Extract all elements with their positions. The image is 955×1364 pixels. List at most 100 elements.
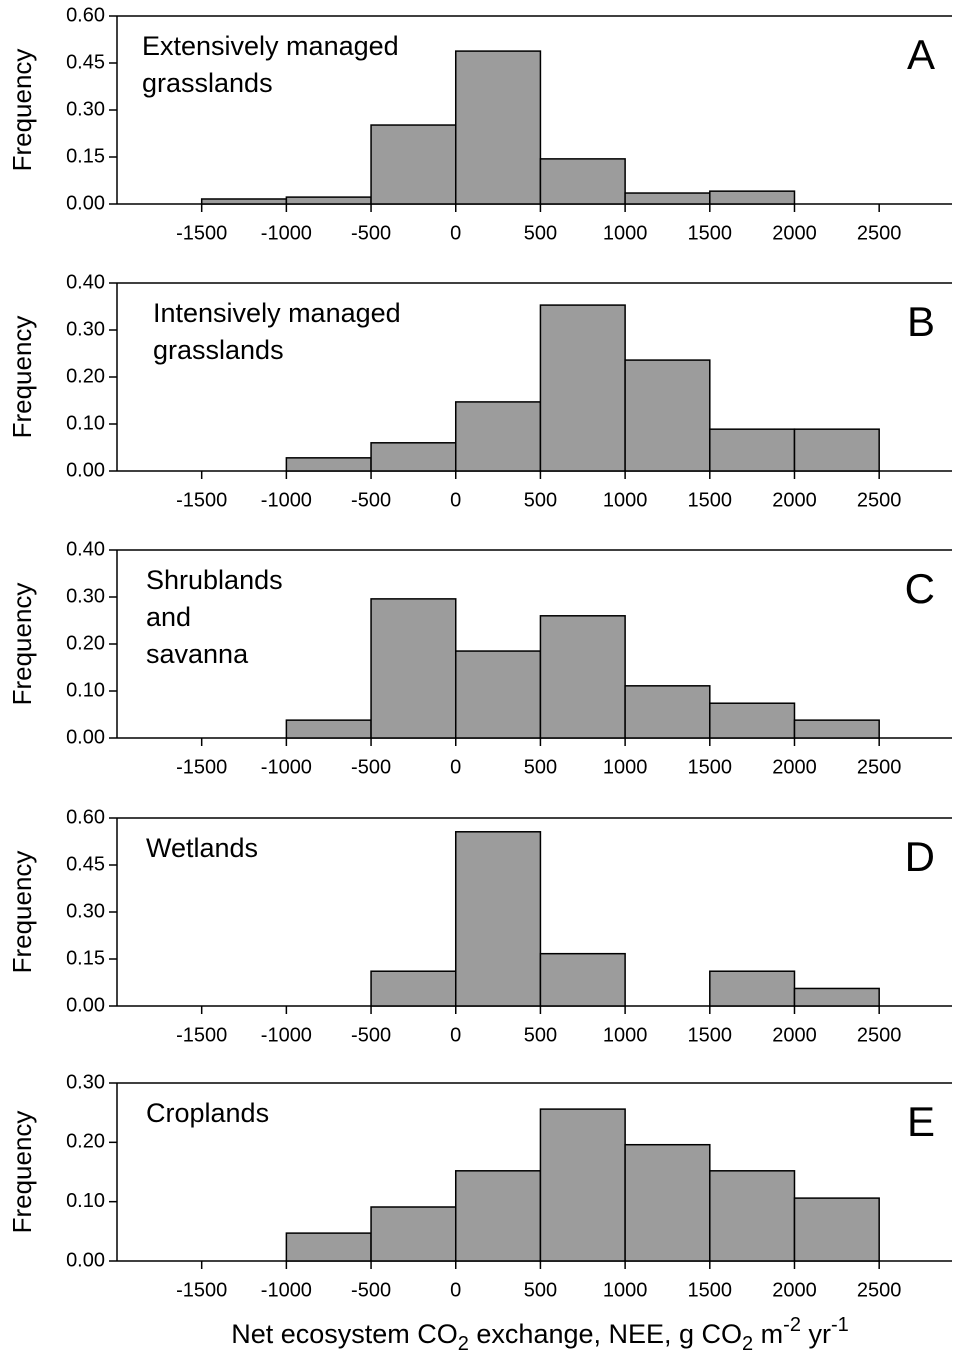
bar bbox=[624, 359, 711, 472]
x-tick-label: 1000 bbox=[603, 1279, 648, 1301]
bar bbox=[539, 1108, 626, 1262]
bar bbox=[709, 702, 796, 739]
x-tick-label: -1000 bbox=[261, 489, 312, 511]
x-tick-label: 2500 bbox=[857, 489, 902, 511]
bar bbox=[285, 196, 372, 205]
x-tick-label: -1500 bbox=[176, 222, 227, 244]
bar bbox=[454, 831, 542, 1007]
x-tick-label: 0 bbox=[450, 222, 461, 244]
y-tick-label: 0.00 bbox=[66, 994, 105, 1016]
x-tick-label: 500 bbox=[524, 1024, 557, 1046]
bar bbox=[709, 1170, 796, 1262]
x-tick-label: -1000 bbox=[261, 1279, 312, 1301]
x-tick-label: 0 bbox=[450, 756, 461, 778]
y-axis-label: Frequency bbox=[7, 316, 37, 439]
bar bbox=[285, 719, 372, 739]
bar bbox=[370, 970, 457, 1007]
bar bbox=[285, 457, 372, 472]
x-tick-label: -500 bbox=[351, 1024, 391, 1046]
bar bbox=[793, 987, 880, 1007]
x-tick-label: -1500 bbox=[176, 1279, 227, 1301]
x-tick-label: 1500 bbox=[688, 222, 733, 244]
x-tick-label: -500 bbox=[351, 222, 391, 244]
panel-letter: C bbox=[905, 565, 935, 612]
x-tick-label: 2500 bbox=[857, 1279, 902, 1301]
bar bbox=[454, 650, 542, 739]
panel-letter: E bbox=[907, 1098, 935, 1145]
bar bbox=[539, 304, 626, 472]
y-tick-label: 0.45 bbox=[66, 853, 105, 875]
panel-annotation: Croplands bbox=[146, 1098, 269, 1128]
bar bbox=[793, 719, 880, 739]
y-tick-label: 0.00 bbox=[66, 726, 105, 748]
x-tick-label: -500 bbox=[351, 1279, 391, 1301]
panel-letter: A bbox=[907, 31, 935, 78]
x-tick-label: -1000 bbox=[261, 756, 312, 778]
bar bbox=[624, 192, 711, 205]
y-axis-label: Frequency bbox=[7, 1111, 37, 1234]
x-tick-label: 1500 bbox=[688, 1024, 733, 1046]
bar bbox=[454, 50, 542, 205]
bar bbox=[709, 428, 796, 472]
bar bbox=[709, 970, 796, 1007]
x-tick-label: 500 bbox=[524, 1279, 557, 1301]
y-axis-label: Frequency bbox=[7, 49, 37, 172]
panel-annotation: Wetlands bbox=[146, 833, 258, 863]
y-tick-label: 0.20 bbox=[66, 632, 105, 654]
x-tick-label: 1500 bbox=[688, 1279, 733, 1301]
x-tick-label: 2500 bbox=[857, 756, 902, 778]
x-tick-label: 500 bbox=[524, 222, 557, 244]
y-tick-label: 0.00 bbox=[66, 1249, 105, 1271]
panel-annotation: and bbox=[146, 602, 191, 632]
x-tick-label: 1500 bbox=[688, 756, 733, 778]
x-tick-label: -1000 bbox=[261, 222, 312, 244]
x-axis-label-part: exchange, NEE, g CO bbox=[469, 1319, 742, 1349]
x-tick-label: 2500 bbox=[857, 222, 902, 244]
x-axis-label-part: m bbox=[753, 1319, 783, 1349]
x-tick-label: 1000 bbox=[603, 756, 648, 778]
bar bbox=[793, 428, 880, 472]
y-tick-label: 0.30 bbox=[66, 1071, 105, 1093]
x-tick-label: 500 bbox=[524, 756, 557, 778]
bar bbox=[793, 1197, 880, 1262]
x-tick-label: 1000 bbox=[603, 222, 648, 244]
y-tick-label: 0.15 bbox=[66, 947, 105, 969]
y-tick-label: 0.20 bbox=[66, 365, 105, 387]
panel-letter: D bbox=[905, 833, 935, 880]
panel-letter: B bbox=[907, 298, 935, 345]
x-axis-label-part: -1 bbox=[831, 1314, 849, 1336]
x-tick-label: -1500 bbox=[176, 489, 227, 511]
y-tick-label: 0.30 bbox=[66, 318, 105, 340]
x-tick-label: 2000 bbox=[772, 756, 817, 778]
x-tick-label: 1500 bbox=[688, 489, 733, 511]
y-tick-label: 0.00 bbox=[66, 459, 105, 481]
bar bbox=[370, 598, 457, 739]
y-tick-label: 0.60 bbox=[66, 806, 105, 828]
x-tick-label: 2500 bbox=[857, 1024, 902, 1046]
y-tick-label: 0.10 bbox=[66, 412, 105, 434]
x-tick-label: -500 bbox=[351, 489, 391, 511]
bar bbox=[200, 198, 288, 205]
y-tick-label: 0.30 bbox=[66, 900, 105, 922]
x-tick-label: 2000 bbox=[772, 1279, 817, 1301]
panel-annotation: Shrublands bbox=[146, 565, 283, 595]
panel-annotation: savanna bbox=[146, 639, 249, 669]
x-axis-label: Net ecosystem CO2 exchange, NEE, g CO2 m… bbox=[231, 1314, 849, 1355]
bar bbox=[370, 442, 457, 472]
y-tick-label: 0.30 bbox=[66, 98, 105, 120]
panel-annotation: Extensively managed bbox=[142, 31, 399, 61]
y-axis-label: Frequency bbox=[7, 583, 37, 706]
x-tick-label: 1000 bbox=[603, 489, 648, 511]
bar bbox=[370, 1206, 457, 1262]
y-tick-label: 0.10 bbox=[66, 1190, 105, 1212]
x-tick-label: 500 bbox=[524, 489, 557, 511]
x-axis-label-part: yr bbox=[801, 1319, 831, 1349]
y-tick-label: 0.40 bbox=[66, 538, 105, 560]
y-tick-label: 0.00 bbox=[66, 192, 105, 214]
x-tick-label: 0 bbox=[450, 1279, 461, 1301]
x-axis-label-part: Net ecosystem CO bbox=[231, 1319, 458, 1349]
bar bbox=[539, 158, 626, 205]
y-tick-label: 0.20 bbox=[66, 1131, 105, 1153]
x-tick-label: 0 bbox=[450, 489, 461, 511]
